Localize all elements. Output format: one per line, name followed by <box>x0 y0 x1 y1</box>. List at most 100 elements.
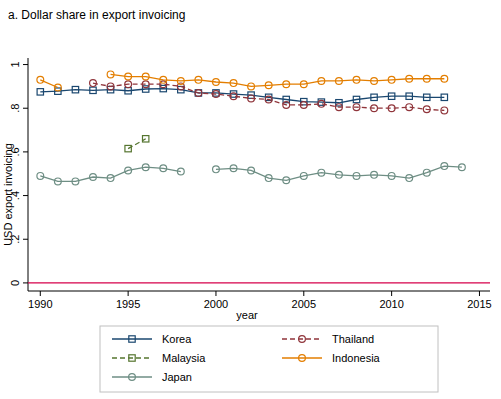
series-marker <box>336 104 343 111</box>
series-marker <box>177 78 184 85</box>
series-marker <box>195 90 202 97</box>
legend-marker <box>129 355 135 361</box>
series-marker <box>371 105 378 112</box>
series-marker <box>336 171 343 178</box>
series-marker <box>406 93 412 99</box>
series-marker <box>353 104 360 111</box>
y-axis <box>28 58 29 291</box>
x-tick-label: 1990 <box>28 298 52 310</box>
y-tick-label: .8 <box>9 104 21 113</box>
series-marker <box>371 94 377 100</box>
series-marker <box>72 178 79 185</box>
legend-marker <box>299 355 306 362</box>
series-marker <box>125 73 132 80</box>
series-marker <box>318 169 325 176</box>
title: a. Dollar share in export invoicing <box>8 8 185 22</box>
x-tick <box>391 291 392 296</box>
series-marker <box>283 177 290 184</box>
series-marker <box>160 76 167 83</box>
chart: a. Dollar share in export invoicing0.2.4… <box>0 0 501 399</box>
series-marker <box>388 93 394 99</box>
legend-line <box>282 338 322 339</box>
legend-marker <box>129 336 135 342</box>
series-marker <box>37 76 44 83</box>
legend-label: Korea <box>162 333 192 345</box>
series-marker <box>265 82 272 89</box>
series-marker <box>283 81 290 88</box>
y-tick-label: 1 <box>9 61 21 67</box>
legend-line <box>282 357 322 358</box>
series-marker <box>142 81 149 88</box>
series-marker <box>213 91 220 98</box>
series-marker <box>406 175 413 182</box>
x-tick-label: 2010 <box>379 298 403 310</box>
legend-marker <box>299 336 306 343</box>
legend-box <box>100 326 438 392</box>
series-marker <box>441 163 448 170</box>
series-marker <box>353 76 360 83</box>
series-marker <box>125 81 132 88</box>
series-marker <box>424 94 430 100</box>
series-marker <box>423 169 430 176</box>
legend-marker <box>129 374 136 381</box>
background <box>0 0 501 399</box>
series-marker <box>125 88 131 94</box>
reference-line <box>28 282 490 283</box>
series-marker <box>388 173 395 180</box>
series-marker <box>37 173 44 180</box>
legend-line <box>112 376 152 377</box>
legend-line <box>112 338 152 339</box>
series-marker <box>300 81 307 88</box>
legend-label: Thailand <box>332 333 374 345</box>
series-marker <box>72 86 78 92</box>
series-marker <box>230 165 237 172</box>
series-marker <box>283 102 290 109</box>
series-marker <box>318 100 325 107</box>
series-marker <box>107 175 114 182</box>
series-marker <box>388 76 395 83</box>
x-tick <box>128 291 129 296</box>
series-marker <box>142 136 148 142</box>
series-marker <box>90 174 97 181</box>
plot-area <box>28 71 490 283</box>
y-tick <box>23 282 28 283</box>
series-marker <box>336 78 343 85</box>
series-marker <box>177 168 184 175</box>
y-tick <box>23 64 28 65</box>
series-marker <box>423 75 430 82</box>
series-marker <box>406 75 413 82</box>
series-line <box>40 166 462 181</box>
y-axis-label: USD export invoicing <box>2 143 14 246</box>
series-marker <box>441 75 448 82</box>
series-marker <box>300 173 307 180</box>
series-marker <box>318 78 325 85</box>
y-tick <box>23 239 28 240</box>
series-line <box>40 89 444 103</box>
series-line <box>40 74 444 87</box>
series-marker <box>230 80 237 87</box>
series-marker <box>107 83 114 90</box>
series-marker <box>54 84 61 91</box>
x-tick <box>40 291 41 296</box>
series-marker <box>441 94 447 100</box>
y-tick <box>23 195 28 196</box>
legend-label: Malaysia <box>162 352 206 364</box>
series-marker <box>142 164 149 171</box>
x-axis <box>28 291 490 292</box>
series-marker <box>213 166 220 173</box>
series-marker <box>353 96 359 102</box>
x-tick <box>303 291 304 296</box>
series-marker <box>423 106 430 113</box>
series-marker <box>406 104 413 111</box>
x-tick-label: 2000 <box>204 298 228 310</box>
series-marker <box>388 105 395 112</box>
series-marker <box>371 78 378 85</box>
series-marker <box>248 95 255 102</box>
legend-label: Japan <box>162 371 192 383</box>
series-marker <box>300 102 307 109</box>
series-marker <box>371 171 378 178</box>
series-marker <box>142 73 149 80</box>
series-marker <box>195 76 202 83</box>
series-marker <box>248 83 255 90</box>
series-marker <box>353 173 360 180</box>
